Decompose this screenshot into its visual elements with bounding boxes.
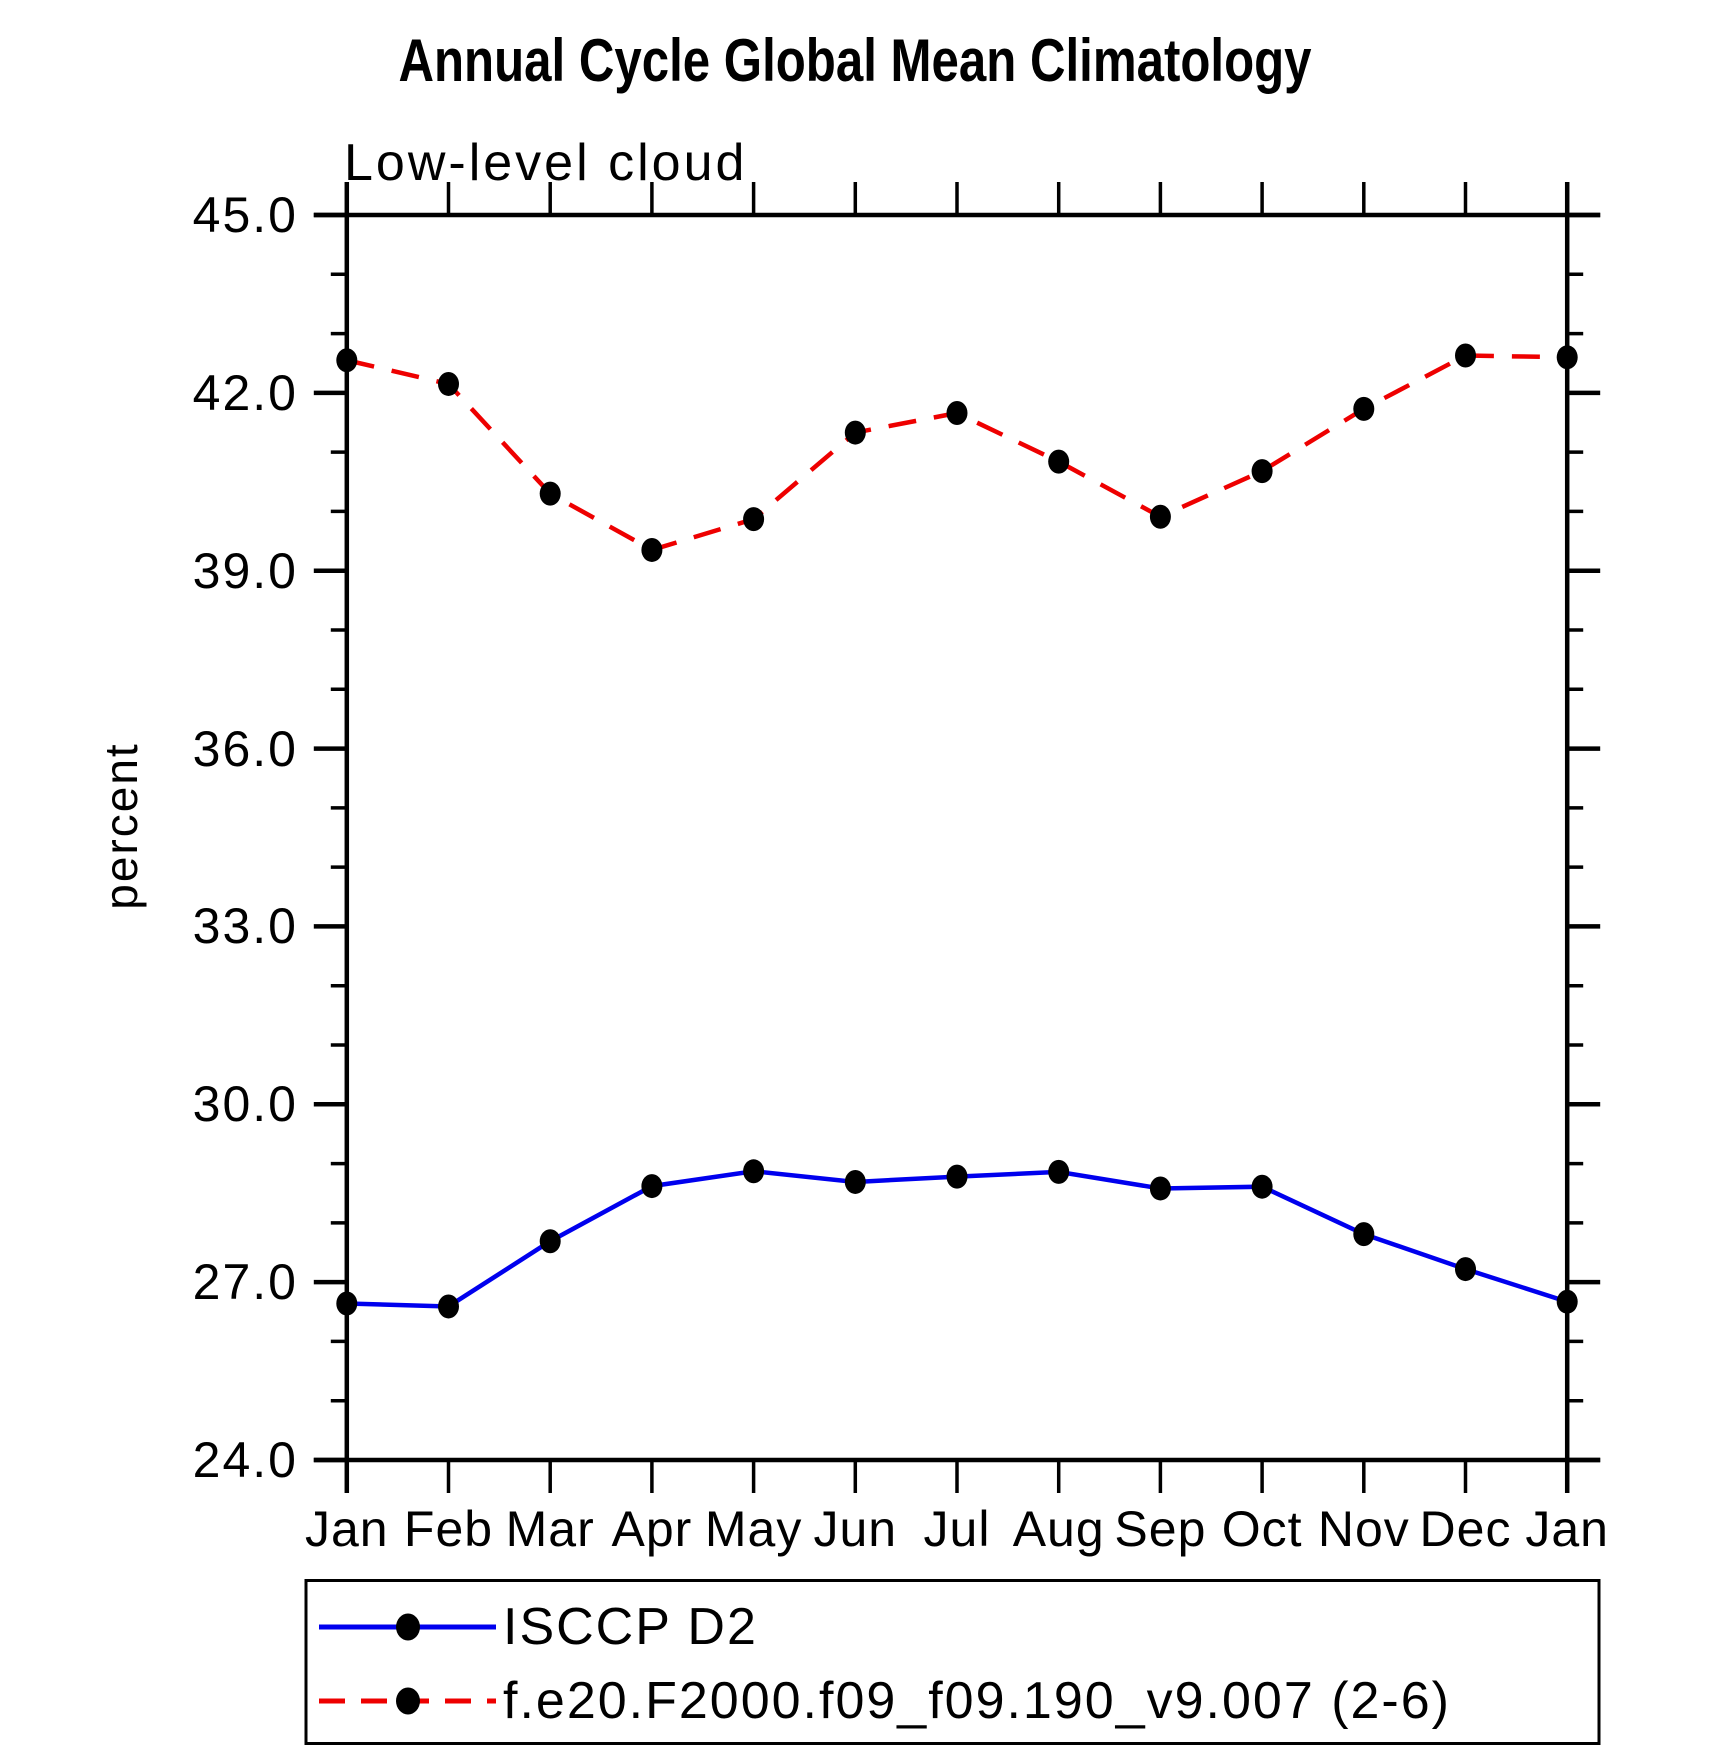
data-point-marker	[1149, 504, 1171, 529]
data-point-marker	[946, 401, 968, 426]
y-tick-label: 24.0	[192, 1432, 298, 1488]
data-point-marker	[1455, 343, 1476, 368]
data-point-marker	[1556, 345, 1578, 370]
legend-swatch-marker	[396, 1687, 420, 1715]
y-tick-label: 36.0	[192, 720, 298, 777]
x-tick-label: Jan	[304, 1501, 389, 1557]
x-tick-label: Jul	[923, 1501, 991, 1557]
chart-title: Annual Cycle Global Mean Climatology	[398, 27, 1312, 94]
x-tick-label: Oct	[1221, 1501, 1303, 1557]
data-point-marker	[1149, 1176, 1171, 1201]
y-tick-label: 27.0	[192, 1254, 298, 1311]
data-point-marker	[1048, 449, 1070, 474]
data-point-marker	[844, 1169, 866, 1194]
y-tick-label: 42.0	[192, 364, 298, 421]
x-tick-label: Aug	[1012, 1501, 1105, 1557]
series-line-1	[346, 353, 1568, 553]
x-tick-label: Jun	[813, 1501, 898, 1557]
x-tick-label: Dec	[1419, 1501, 1512, 1557]
x-tick-label: Jan	[1525, 1501, 1609, 1557]
x-tick-label: May	[704, 1501, 803, 1557]
data-point-marker	[641, 537, 663, 562]
data-point-marker	[743, 1159, 765, 1184]
data-point-marker	[1556, 1289, 1578, 1314]
y-tick-label: 39.0	[192, 542, 298, 599]
data-point-marker	[1048, 1159, 1070, 1184]
data-point-marker	[336, 1291, 358, 1316]
x-tick-label: Mar	[505, 1501, 595, 1557]
legend-entry-label: f.e20.F2000.f09_f09.190_v9.007 (2-6)	[503, 1672, 1451, 1730]
y-tick-label: 30.0	[192, 1076, 298, 1133]
legend-swatch-marker	[396, 1613, 420, 1641]
data-point-marker	[844, 420, 866, 445]
data-point-marker	[438, 1294, 459, 1319]
data-point-marker	[1353, 396, 1375, 421]
chart-subtitle: Low-level cloud	[344, 134, 748, 192]
data-point-marker	[336, 348, 358, 373]
x-tick-label: Apr	[611, 1501, 693, 1557]
legend-entry-label: ISCCP D2	[503, 1598, 758, 1656]
data-point-marker	[946, 1164, 968, 1189]
series-line-0	[346, 1169, 1568, 1309]
data-point-marker	[1353, 1222, 1375, 1247]
data-point-marker	[1251, 459, 1273, 484]
legend-box	[304, 1579, 1601, 1745]
data-point-marker	[1251, 1174, 1273, 1199]
x-tick-label: Nov	[1317, 1501, 1410, 1557]
data-point-marker	[743, 507, 765, 532]
x-tick-label: Feb	[403, 1501, 494, 1557]
x-tick-label: Sep	[1114, 1501, 1207, 1557]
y-tick-label: 33.0	[192, 898, 298, 955]
y-tick-label: 45.0	[192, 187, 298, 243]
data-point-marker	[539, 1229, 561, 1254]
data-point-marker	[438, 371, 459, 396]
data-point-marker	[641, 1174, 663, 1199]
data-point-marker	[1455, 1257, 1476, 1282]
data-point-marker	[539, 481, 561, 506]
